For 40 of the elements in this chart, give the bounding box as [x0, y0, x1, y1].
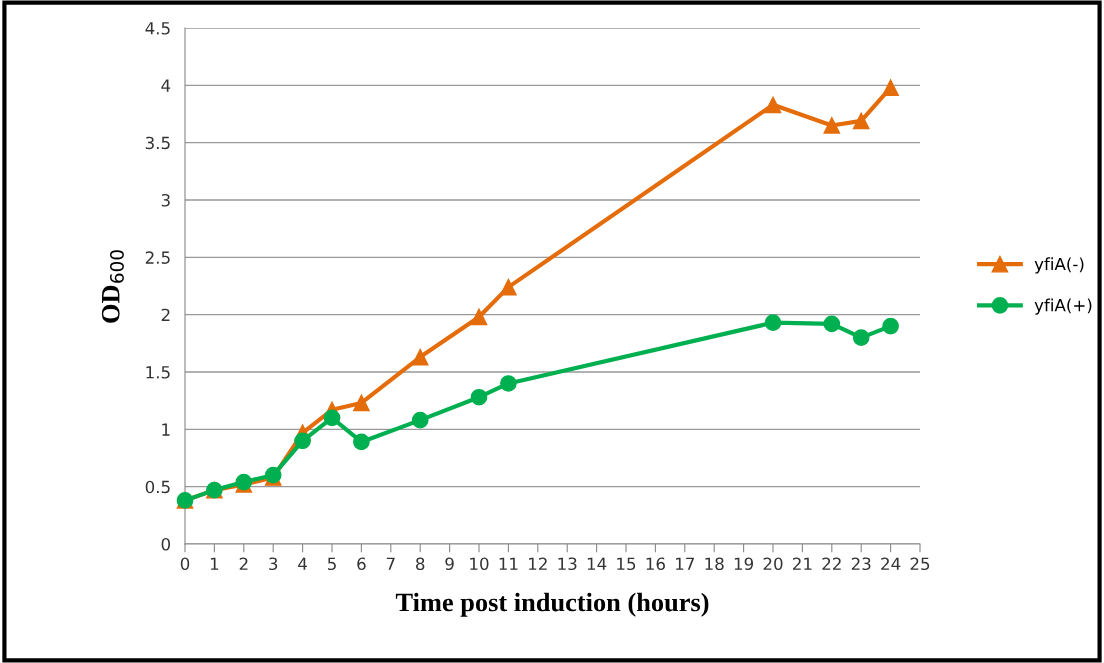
x-tick-label: 20	[763, 557, 783, 571]
y-tick-label: 0	[161, 537, 170, 551]
y-tick-label: 1.5	[146, 366, 170, 379]
x-tick-label: 19	[734, 557, 754, 571]
legend-label: yfiA(+)	[1034, 298, 1092, 315]
x-tick-label: 14	[587, 557, 607, 570]
x-tick-label: 23	[851, 557, 871, 571]
x-tick-label: 22	[822, 557, 841, 570]
x-tick-label: 0	[180, 557, 190, 571]
y-tick-label: 4	[161, 79, 171, 92]
x-tick-label: 6	[357, 557, 366, 571]
x-tick-label: 2	[239, 557, 248, 570]
x-tick-label: 13	[558, 557, 577, 571]
y-tick-label: 1	[162, 423, 170, 436]
x-tick-label: 5	[327, 557, 336, 571]
x-tick-label: 25	[910, 557, 930, 571]
x-tick-label: 21	[793, 557, 812, 570]
y-tick-label: 2	[161, 308, 170, 321]
y-tick-label: 3	[161, 193, 170, 207]
x-tick-label: 9	[445, 557, 454, 571]
x-tick-label: 11	[499, 557, 518, 570]
x-axis-title: Time post induction (hours)	[395, 592, 709, 617]
x-tick-label: 7	[386, 557, 395, 570]
x-tick-label: 10	[470, 557, 489, 571]
x-tick-label: 3	[269, 557, 278, 571]
y-tick-label: 2.5	[145, 251, 170, 264]
y-axis-title: OD$_{600}$	[101, 250, 124, 323]
y-tick-label: 3.5	[145, 136, 170, 150]
x-tick-label: 4	[298, 557, 307, 570]
y-tick-label: 0.5	[145, 480, 170, 494]
x-tick-label: 18	[705, 557, 724, 571]
x-tick-label: 16	[646, 557, 665, 571]
legend-label: yfiA(-)	[1034, 257, 1084, 274]
y-tick-label: 4.5	[145, 22, 170, 35]
x-tick-label: 17	[676, 557, 694, 570]
x-tick-label: 1	[210, 557, 219, 570]
x-tick-label: 24	[881, 557, 901, 570]
x-tick-label: 12	[529, 557, 547, 570]
x-tick-label: 8	[416, 557, 425, 571]
x-tick-label: 15	[617, 557, 636, 571]
